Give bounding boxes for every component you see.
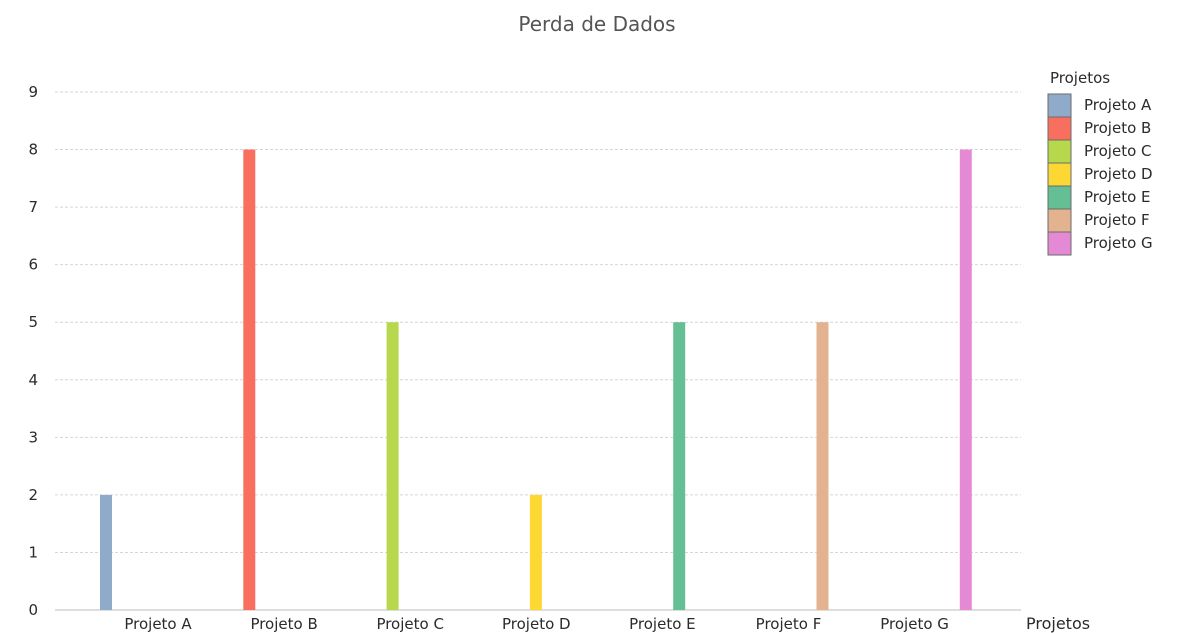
x-axis-ticks: Projeto A Projeto B Projeto C Projeto D Proj… (124, 615, 949, 633)
legend-items: Projeto A Projeto B Projeto C Projeto D Proj… (1047, 93, 1153, 256)
legend-label: Projeto E (1084, 188, 1151, 206)
legend-swatch (1047, 162, 1072, 187)
legend-swatch (1047, 185, 1072, 210)
legend-swatch (1047, 93, 1072, 118)
x-axis-title: Projetos (1026, 614, 1090, 633)
legend-label: Projeto C (1084, 142, 1152, 160)
x-tick-label: Projeto C (376, 615, 444, 633)
bar-projeto-d[interactable] (529, 494, 542, 610)
y-tick-label: 4 (28, 371, 38, 389)
bars (100, 149, 972, 611)
bar-projeto-e[interactable] (673, 322, 686, 610)
legend-swatch (1047, 208, 1072, 233)
y-tick-label: 9 (28, 83, 38, 101)
x-tick-label: Projeto E (629, 615, 696, 633)
legend-swatch (1047, 116, 1072, 141)
y-tick-label: 7 (28, 198, 38, 216)
bar-projeto-a[interactable] (100, 494, 112, 610)
y-axis-ticks: 0 1 2 3 4 5 6 7 8 9 (28, 83, 38, 619)
y-tick-label: 3 (28, 428, 38, 446)
legend-label: Projeto G (1084, 234, 1153, 252)
legend-swatch (1047, 231, 1072, 256)
x-tick-label: Projeto D (502, 615, 571, 633)
bar-projeto-f[interactable] (816, 322, 829, 610)
y-tick-label: 1 (28, 543, 38, 561)
legend-label: Projeto A (1084, 96, 1152, 114)
x-tick-label: Projeto F (756, 615, 822, 633)
gridlines (55, 91, 1021, 611)
bar-projeto-g[interactable] (959, 149, 972, 611)
y-tick-label: 8 (28, 141, 38, 159)
chart-title: Perda de Dados (518, 12, 675, 36)
x-tick-label: Projeto G (880, 615, 949, 633)
x-tick-label: Projeto B (250, 615, 317, 633)
legend-swatch (1047, 139, 1072, 164)
bar-projeto-c[interactable] (386, 322, 399, 610)
legend-label: Projeto B (1084, 119, 1151, 137)
y-tick-label: 2 (28, 486, 38, 504)
legend-label: Projeto F (1084, 211, 1150, 229)
y-tick-label: 0 (28, 601, 38, 619)
y-tick-label: 6 (28, 256, 38, 274)
legend-label: Projeto D (1084, 165, 1153, 183)
legend-title: Projetos (1050, 69, 1110, 87)
y-tick-label: 5 (28, 313, 38, 331)
bar-projeto-b[interactable] (243, 149, 256, 611)
x-tick-label: Projeto A (124, 615, 192, 633)
